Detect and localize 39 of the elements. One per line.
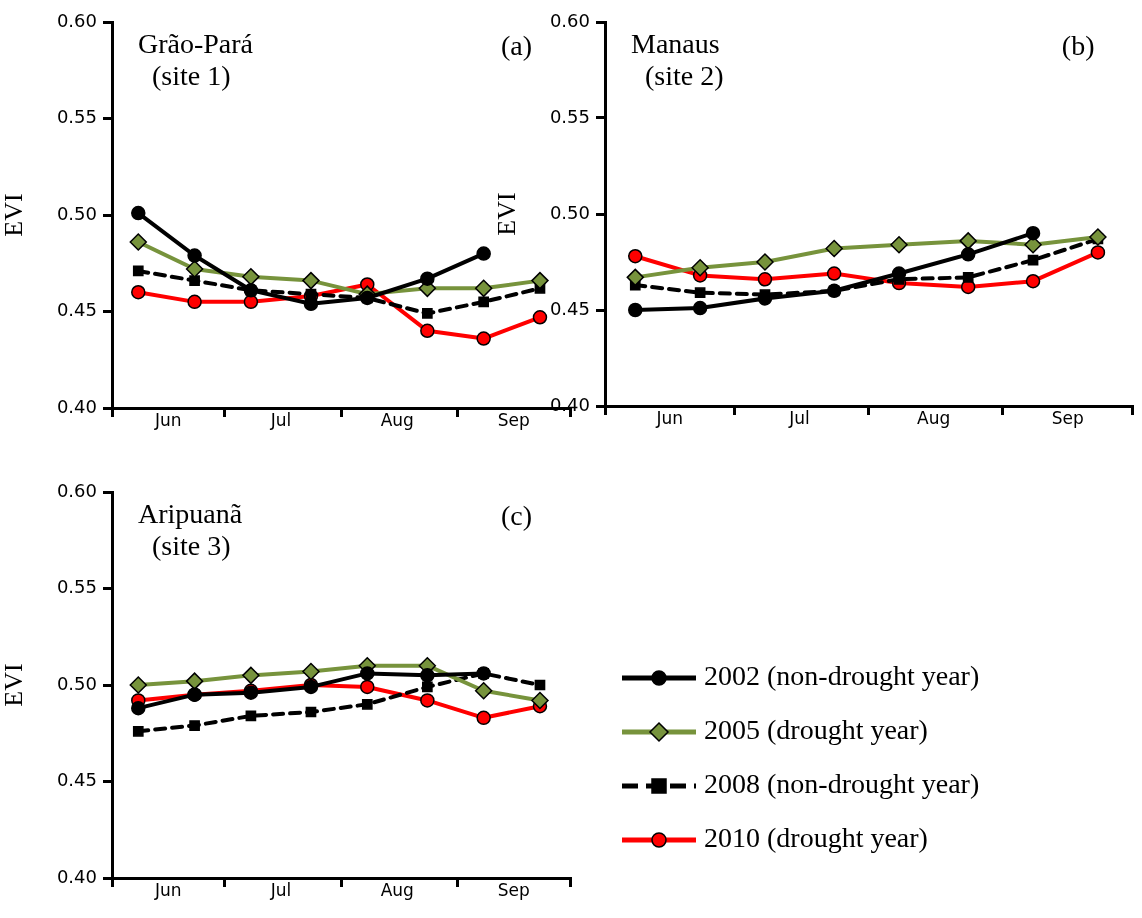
- y-tick-label: 0.45: [56, 769, 97, 791]
- y-tick-label: 0.60: [56, 9, 97, 31]
- y-tick-label: 0.50: [549, 201, 590, 223]
- y-tick-label: 0.45: [549, 297, 590, 319]
- text: Manaus (site 2): [631, 28, 724, 92]
- y-tick-label: 0.60: [56, 479, 97, 501]
- x-tick-label: Jul: [269, 879, 292, 900]
- x-tick-label: Sep: [497, 409, 530, 430]
- legend-label: 2010 (drought year): [704, 822, 928, 854]
- legend-label: 2005 (drought year): [704, 714, 928, 746]
- x-tick-label: Aug: [917, 407, 951, 428]
- x-tick-label: Jun: [655, 407, 684, 428]
- y-tick-label: 0.40: [56, 395, 97, 417]
- y-axis-title: EVI: [0, 193, 29, 237]
- x-tick-label: Sep: [497, 879, 530, 900]
- legend-label: 2008 (non-drought year): [704, 768, 980, 800]
- y-tick-label: 0.55: [56, 106, 97, 128]
- x-tick-label: Jun: [154, 409, 182, 430]
- text: Grão-Pará (site 1): [138, 28, 254, 92]
- x-tick-label: Jun: [154, 879, 182, 900]
- y-tick-label: 0.55: [549, 105, 590, 127]
- text: Aripuanã (site 3): [138, 498, 243, 562]
- y-axis-title: EVI: [0, 663, 29, 707]
- x-tick-label: Aug: [380, 409, 414, 430]
- x-tick-label: Jul: [788, 407, 810, 428]
- y-tick-label: 0.45: [56, 299, 97, 321]
- annotation: (c): [500, 500, 532, 532]
- y-tick-label: 0.40: [56, 865, 97, 887]
- x-tick-label: Aug: [380, 879, 414, 900]
- y-tick-label: 0.60: [549, 9, 590, 31]
- x-tick-label: Jul: [269, 409, 292, 430]
- y-tick-label: 0.50: [56, 672, 97, 694]
- annotation: (b): [1061, 30, 1095, 62]
- y-tick-label: 0.50: [56, 202, 97, 224]
- y-axis-title: EVI: [492, 192, 522, 236]
- legend-label: 2002 (non-drought year): [704, 660, 980, 692]
- annotation: (a): [500, 30, 532, 62]
- x-tick-label: Sep: [1051, 407, 1084, 428]
- y-tick-label: 0.55: [56, 576, 97, 598]
